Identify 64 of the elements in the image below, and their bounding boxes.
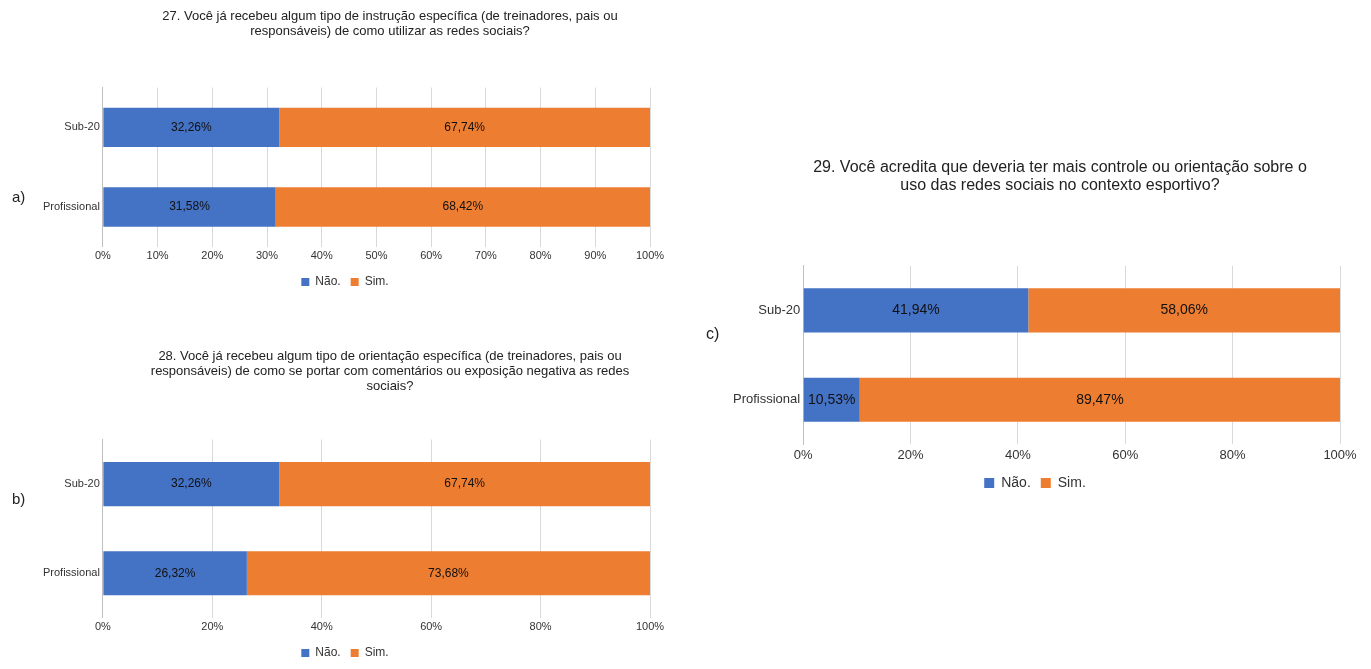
y-tick-label: Sub-20 — [64, 120, 100, 133]
x-tick-label: 10% — [146, 249, 169, 262]
data-label: 32,26% — [171, 476, 213, 491]
data-label: 31,58% — [169, 199, 211, 214]
data-label: 73,68% — [428, 565, 470, 580]
bar — [275, 187, 650, 227]
x-tick-label: 0% — [94, 249, 112, 262]
chart-title: 28. Você já recebeu algum tipo de orientação específica (de treinadores, pais ou responsáveis) de como se portar com comentários ou exposição negativa as redes sociais? — [149, 348, 631, 393]
x-tick-label: 20% — [201, 620, 224, 633]
bar — [1028, 288, 1340, 333]
bar — [103, 107, 280, 148]
bar — [103, 187, 276, 227]
x-tick-label: 90% — [584, 249, 607, 262]
legend-label: Não. — [315, 645, 341, 660]
bar — [103, 462, 280, 507]
data-label: 68,42% — [442, 199, 484, 214]
x-tick-label: 60% — [420, 249, 443, 262]
x-tick-label: 80% — [529, 620, 552, 633]
y-tick-label: Profissional — [43, 200, 100, 213]
x-tick-label: 50% — [365, 249, 388, 262]
x-tick-label: 60% — [420, 620, 443, 633]
y-tick-label: Sub-20 — [64, 477, 100, 490]
bar — [803, 288, 1029, 333]
x-tick-label: 60% — [1112, 446, 1139, 462]
x-tick-label: 100% — [635, 249, 665, 262]
chart-title: 29. Você acredita que deveria ter mais controle ou orientação sobre o uso das redes sociais no contexto esportivo? — [812, 158, 1308, 194]
x-tick-label: 30% — [255, 249, 279, 262]
x-tick-label: 80% — [529, 249, 552, 262]
text: a) — [12, 188, 26, 205]
x-tick-label: 40% — [310, 620, 333, 633]
x-tick-label: 20% — [897, 446, 924, 462]
legend-label: Não. — [1001, 473, 1031, 490]
data-label: 89,47% — [1076, 390, 1124, 407]
y-tick-label: Profissional — [43, 566, 100, 579]
legend-label: Sim. — [364, 645, 389, 660]
y-tick-label: Sub-20 — [758, 302, 801, 318]
data-label: 10,53% — [807, 390, 856, 407]
x-tick-label: 100% — [1323, 446, 1358, 462]
data-label: 32,26% — [171, 119, 213, 134]
bar — [279, 107, 650, 148]
x-tick-label: 100% — [635, 620, 665, 633]
bar — [103, 551, 247, 596]
legend-label: Sim. — [364, 274, 389, 289]
y-tick-label: Profissional — [732, 391, 801, 407]
chart-title: 27. Você já recebeu algum tipo de instrução específica (de treinadores, pais ou responsáveis) de como utilizar as redes sociais? — [161, 8, 619, 38]
data-label: 26,32% — [154, 565, 196, 580]
x-tick-label: 70% — [474, 249, 498, 262]
text: b) — [12, 490, 26, 507]
x-tick-label: 0% — [94, 620, 112, 633]
data-label: 67,74% — [444, 119, 486, 134]
text: c) — [706, 325, 720, 343]
x-tick-label: 40% — [1004, 446, 1032, 462]
bar — [859, 377, 1340, 422]
x-tick-label: 20% — [201, 249, 224, 262]
legend-label: Sim. — [1057, 473, 1086, 490]
x-tick-label: 0% — [793, 446, 814, 462]
data-label: 41,94% — [892, 301, 940, 318]
x-tick-label: 80% — [1219, 446, 1247, 462]
data-label: 67,74% — [444, 476, 486, 491]
bar — [279, 462, 650, 507]
data-label: 58,06% — [1160, 301, 1208, 318]
bar — [246, 551, 650, 596]
legend-label: Não. — [315, 274, 341, 289]
x-tick-label: 40% — [310, 249, 333, 262]
